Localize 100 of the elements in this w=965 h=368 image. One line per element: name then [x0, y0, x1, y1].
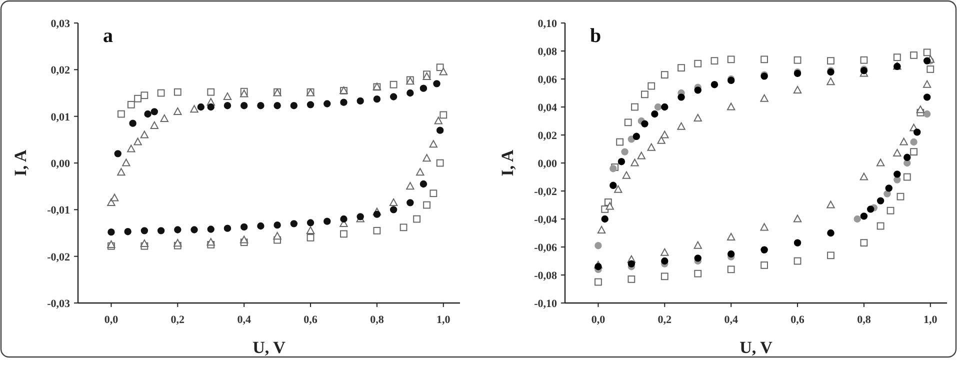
point [648, 82, 656, 90]
point [647, 143, 656, 151]
point [224, 224, 232, 232]
x-tick-label: 0,0 [104, 314, 119, 326]
point [240, 236, 248, 244]
point [618, 158, 626, 166]
point [726, 232, 736, 240]
point [827, 252, 834, 260]
y-tick-label: 0,02 [538, 130, 558, 142]
point [340, 98, 348, 106]
point [628, 136, 636, 143]
point [440, 111, 448, 119]
point [922, 80, 932, 88]
point [631, 103, 638, 111]
y-tick-label: -0,04 [534, 214, 558, 226]
x-tick-label: 0,8 [857, 314, 872, 326]
point [594, 263, 602, 270]
point [406, 89, 414, 97]
point [726, 102, 736, 110]
point [622, 171, 631, 179]
point [174, 88, 182, 96]
point [157, 89, 165, 97]
point [660, 71, 668, 78]
point [904, 154, 911, 161]
point [760, 56, 768, 64]
point [306, 101, 314, 108]
point [434, 116, 443, 124]
point [274, 221, 281, 229]
point [594, 242, 602, 250]
point [157, 227, 165, 234]
point [207, 103, 214, 111]
point [373, 95, 381, 103]
point [876, 158, 885, 166]
point [794, 56, 802, 64]
point [760, 94, 768, 102]
x-tick-label: 1,0 [436, 314, 451, 326]
point [916, 106, 925, 114]
point [406, 182, 414, 190]
point [661, 103, 668, 111]
point [207, 226, 214, 233]
point [886, 206, 894, 214]
point [678, 94, 685, 101]
point [827, 57, 834, 64]
point [436, 64, 444, 72]
point [926, 66, 934, 73]
y-tick-label: 0,02 [50, 64, 70, 77]
point [893, 148, 902, 156]
point [860, 212, 868, 220]
point [160, 114, 168, 122]
point [760, 223, 768, 231]
point [224, 102, 232, 110]
point [694, 270, 702, 278]
point [436, 159, 444, 167]
point [416, 168, 424, 176]
x-axis-title: U, V [252, 338, 286, 357]
point [420, 84, 428, 92]
point [390, 80, 398, 88]
point [127, 144, 136, 152]
point [601, 215, 608, 223]
point [641, 120, 648, 128]
point [677, 122, 686, 130]
x-tick-label: 0,0 [591, 314, 606, 326]
x-tick-label: 0,4 [724, 314, 738, 326]
point [324, 100, 331, 108]
point [273, 232, 282, 240]
x-tick-label: 0,8 [370, 314, 384, 326]
x-tick-label: 0,6 [790, 314, 805, 326]
point [389, 198, 398, 206]
y-tick-label: -0,01 [47, 204, 70, 217]
point [429, 140, 438, 148]
point [923, 94, 931, 101]
point [710, 81, 718, 88]
point [197, 103, 205, 111]
y-tick-label: 0,01 [50, 111, 70, 124]
point [373, 210, 381, 218]
point [240, 223, 248, 231]
point [306, 219, 314, 226]
point [390, 93, 398, 100]
point [433, 80, 440, 88]
point [710, 57, 718, 64]
point [110, 194, 119, 202]
point [661, 257, 668, 265]
point [422, 154, 431, 162]
point [923, 48, 931, 56]
y-tick-label: 0,10 [538, 18, 558, 30]
point [628, 260, 636, 268]
point [324, 218, 331, 225]
point [122, 158, 130, 166]
point [190, 226, 198, 234]
point [406, 199, 414, 206]
point [876, 222, 884, 230]
point [606, 202, 614, 210]
point [896, 192, 904, 200]
point [894, 170, 901, 178]
point [436, 126, 444, 134]
point [174, 226, 182, 234]
point [134, 94, 142, 102]
y-tick-label: -0,08 [534, 270, 558, 282]
point [923, 57, 931, 64]
point [910, 52, 918, 59]
